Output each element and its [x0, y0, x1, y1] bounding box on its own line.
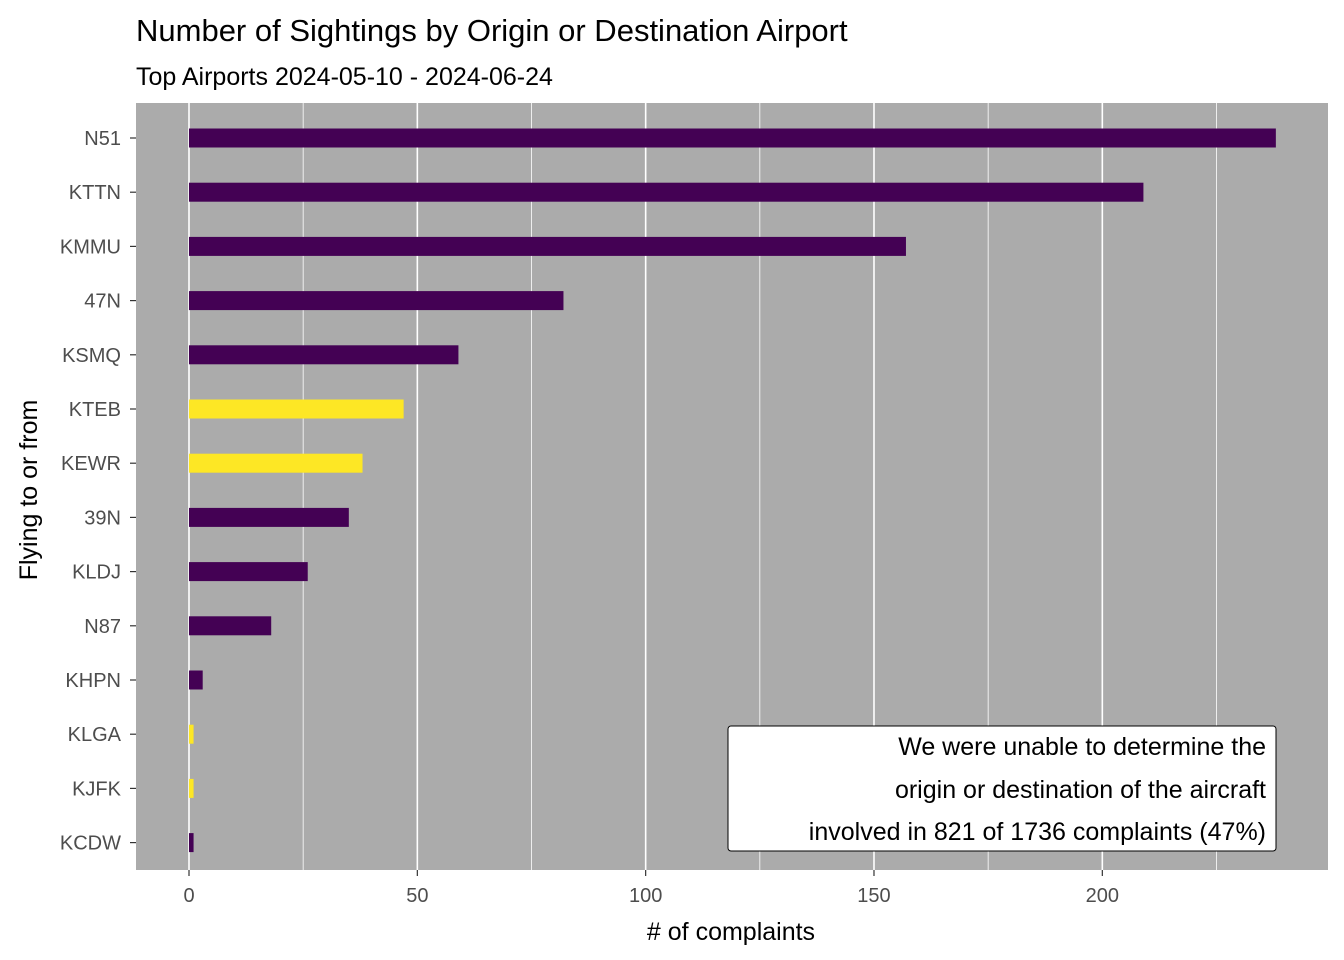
- bar: [189, 128, 1276, 148]
- annotation-line: We were unable to determine the: [898, 733, 1266, 761]
- x-tick-label: 200: [1086, 885, 1119, 907]
- y-tick-label: KHPN: [65, 670, 121, 692]
- bar: [189, 724, 194, 744]
- y-tick-label: KLDJ: [72, 562, 121, 584]
- bar: [189, 778, 194, 798]
- y-tick-label: KMMU: [60, 236, 121, 258]
- y-tick-label: KTTN: [69, 182, 121, 204]
- chart-subtitle: Top Airports 2024-05-10 - 2024-06-24: [136, 63, 553, 91]
- x-tick-label: 150: [857, 885, 890, 907]
- bar: [189, 399, 404, 419]
- y-tick-label: N87: [84, 616, 121, 638]
- bar: [189, 562, 308, 582]
- y-axis: N51 KTTN KMMU 47N KSMQ KTEB KEWR 39N KLDJ N87 KHPN…: [60, 128, 136, 855]
- bar: [189, 670, 203, 690]
- y-tick-label: 47N: [84, 291, 121, 313]
- bar: [189, 345, 459, 365]
- bar: [189, 182, 1144, 202]
- y-tick-label: KCDW: [60, 833, 121, 855]
- y-tick-label: KLGA: [68, 724, 122, 746]
- bar: [189, 507, 349, 527]
- y-tick-label: 39N: [84, 507, 121, 529]
- y-tick-label: KEWR: [61, 453, 121, 475]
- y-tick-label: KTEB: [69, 399, 121, 421]
- chart-title: Number of Sightings by Origin or Destina…: [136, 13, 848, 48]
- bar: [189, 616, 272, 636]
- bar: [189, 236, 906, 256]
- x-tick-label: 0: [183, 885, 194, 907]
- bar: [189, 833, 194, 853]
- bar: [189, 291, 564, 311]
- x-tick-label: 100: [629, 885, 662, 907]
- annotation-box: We were unable to determine the origin o…: [727, 725, 1277, 852]
- annotation-line: involved in 821 of 1736 complaints (47%): [809, 818, 1266, 846]
- y-tick-label: KJFK: [72, 778, 122, 800]
- annotation-line: origin or destination of the aircraft: [895, 776, 1266, 804]
- bars: [189, 128, 1276, 853]
- y-tick-label: KSMQ: [62, 345, 121, 367]
- y-axis-title: Flying to or from: [15, 400, 43, 581]
- x-axis-title: # of complaints: [647, 918, 815, 946]
- bar: [189, 453, 363, 473]
- y-tick-label: N51: [84, 128, 121, 150]
- annotation-background: [727, 725, 1277, 852]
- x-axis: 0 50 100 150 200: [183, 870, 1119, 907]
- x-tick-label: 50: [406, 885, 428, 907]
